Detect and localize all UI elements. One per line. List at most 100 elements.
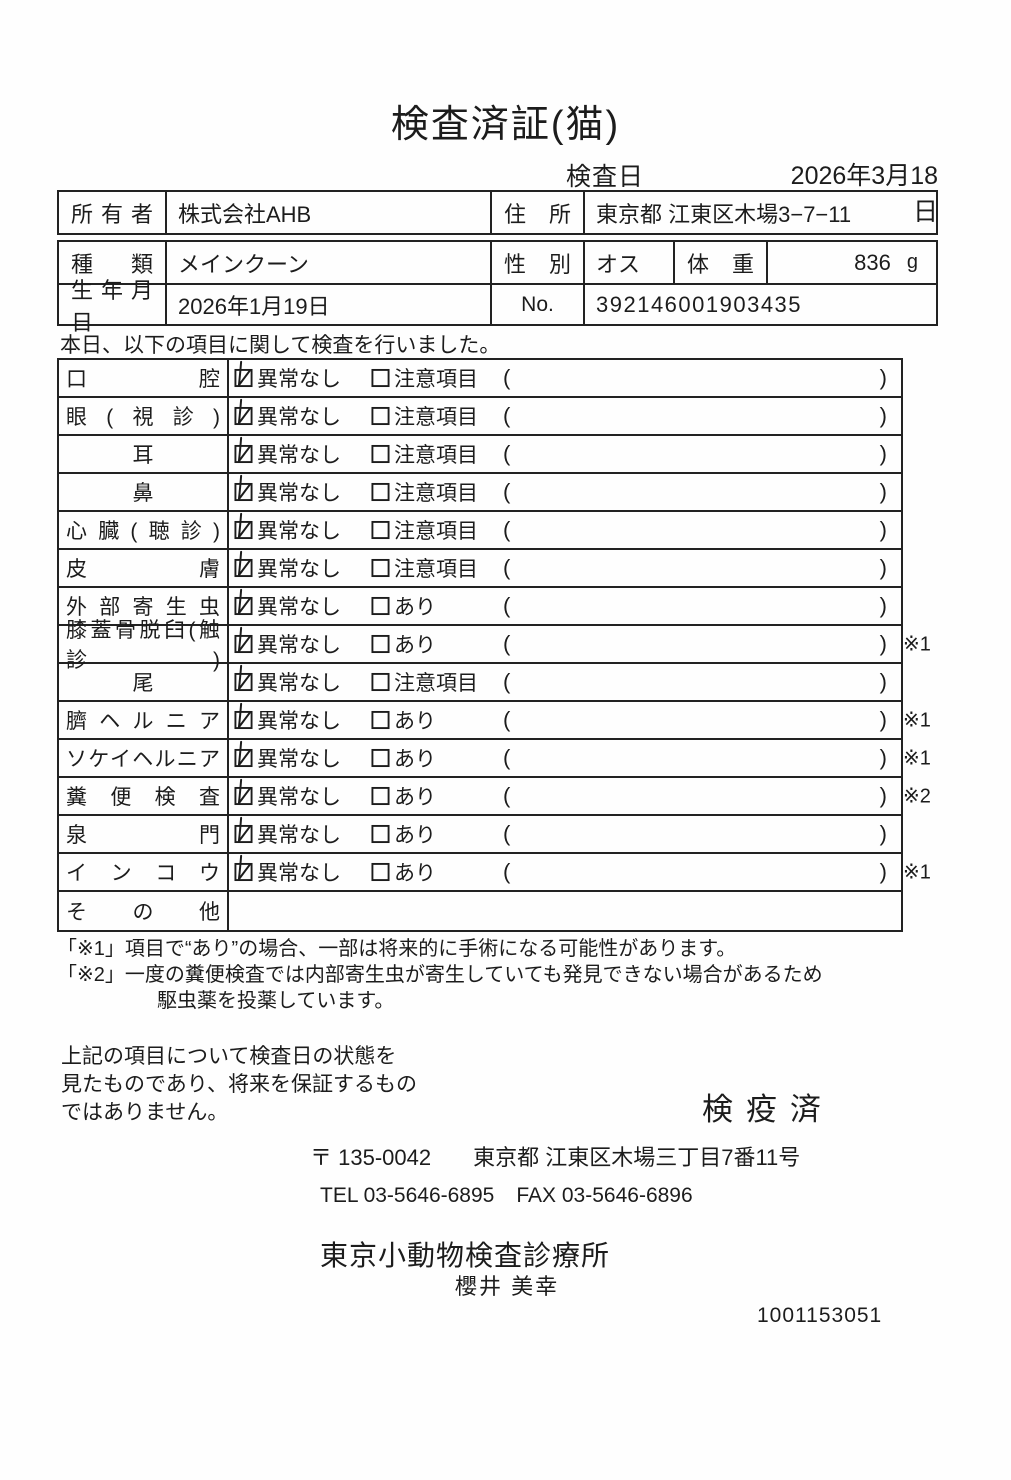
- species-value-cell: メインクーン: [167, 242, 492, 283]
- paren-close: ): [879, 783, 887, 808]
- exam-item-cell: 臍ヘルニア: [59, 702, 229, 738]
- paren-open: (: [503, 555, 511, 580]
- disclaimer: 上記の項目について検査日の状態を 見たものであり、将来を保証するもの ではありま…: [61, 1043, 417, 1127]
- unchecked-checkbox-icon: [371, 520, 390, 540]
- paren-open: (: [503, 669, 511, 694]
- tel-number: TEL 03-5646-6895: [320, 1184, 495, 1207]
- paren-close: ): [879, 555, 887, 580]
- exam-item-label: 尾: [132, 672, 154, 695]
- paren-open: (: [503, 403, 511, 428]
- exam-option-flag-label: 注意項目: [394, 558, 478, 581]
- birth-label-cell: 生年月日: [59, 278, 167, 335]
- exam-row: 泉門 異常なし あり (): [59, 816, 901, 854]
- weight-value: 836: [854, 249, 891, 275]
- exam-item-cell: 口腔: [59, 360, 229, 396]
- checked-checkbox-icon: [234, 474, 253, 502]
- exam-item-label: 糞便検査: [66, 786, 220, 809]
- paren-close: ): [879, 707, 887, 732]
- exam-item-label: 眼(視診): [66, 406, 220, 429]
- unchecked-checkbox-icon: [371, 368, 390, 388]
- exam-option-flag-label: 注意項目: [394, 368, 478, 391]
- owner-value: 株式会社AHB: [178, 201, 312, 227]
- exam-item-label: 心臓(聴診): [66, 520, 220, 543]
- no-label: No.: [521, 292, 554, 316]
- unchecked-checkbox-icon: [371, 748, 390, 768]
- paren-open: (: [503, 365, 511, 390]
- exam-option-normal-label: 異常なし: [257, 406, 341, 429]
- exam-item-cell: 尾: [59, 664, 229, 700]
- exam-row: 外部寄生虫 異常なし あり (): [59, 588, 901, 626]
- species-label: 種類: [71, 251, 153, 277]
- exam-result-cell: 異常なし あり (): [229, 854, 901, 890]
- paren-close: ): [879, 669, 887, 694]
- paren-open: (: [503, 479, 511, 504]
- birth-row: 生年月日 2026年1月19日 No. 392146001903435: [59, 278, 936, 335]
- exam-result-cell: 異常なし 注意項目 (): [229, 436, 901, 472]
- sex-value: オス: [596, 251, 641, 277]
- exam-result-cell: 異常なし あり (): [229, 816, 901, 852]
- exam-result-cell: 異常なし 注意項目 (): [229, 512, 901, 548]
- weight-unit: g: [906, 251, 918, 273]
- exam-item-cell: 耳: [59, 436, 229, 472]
- exam-result-cell: 異常なし あり (): [229, 588, 901, 624]
- exam-item-cell: 眼(視診): [59, 398, 229, 434]
- checked-checkbox-icon: [234, 398, 253, 426]
- paren-close: ): [879, 593, 887, 618]
- no-value-cell: 392146001903435: [585, 285, 936, 324]
- owner-value-cell: 株式会社AHB: [167, 192, 492, 233]
- exam-row: 膝蓋骨脱臼(触診) 異常なし あり () ※1: [59, 619, 931, 672]
- paren-close: ): [879, 517, 887, 542]
- unchecked-checkbox-icon: [371, 824, 390, 844]
- owner-row: 所有者 株式会社AHB 住所 東京都 江東区木場3−7−11: [59, 192, 936, 233]
- exam-row: 口腔 異常なし 注意項目 (): [59, 360, 901, 398]
- birth-value-cell: 2026年1月19日: [167, 285, 492, 324]
- unchecked-checkbox-icon: [371, 786, 390, 806]
- unchecked-checkbox-icon: [371, 710, 390, 730]
- exam-option-normal-label: 異常なし: [257, 786, 341, 809]
- exam-option-normal-label: 異常なし: [257, 558, 341, 581]
- exam-result-cell: 異常なし 注意項目 (): [229, 474, 901, 510]
- exam-item-label: 口腔: [66, 368, 220, 391]
- exam-item-cell: ソケイヘルニア: [59, 740, 229, 776]
- sex-value-cell: オス: [585, 242, 675, 283]
- exam-item-cell: その他: [59, 892, 229, 930]
- animal-info-table: 種類 メインクーン 性別 オス 体重 836 g 生年月日 2026年1月19日…: [57, 240, 938, 335]
- exam-option-normal-label: 異常なし: [257, 710, 341, 733]
- weight-value-cell: 836 g: [768, 242, 936, 283]
- exam-note-ref: ※1: [903, 861, 931, 884]
- weight-label: 体重: [687, 251, 754, 277]
- checked-checkbox-icon: [234, 588, 253, 616]
- footnote-2-line2: 駆虫薬を投薬しています。: [157, 990, 395, 1012]
- exam-item-label: 皮膚: [66, 558, 220, 581]
- fax-number: FAX 03-5646-6896: [516, 1184, 693, 1207]
- postal-address-line: 〒 135-0042 東京都 江東区木場三丁目7番11号: [310, 1140, 800, 1172]
- exam-item-cell: 膝蓋骨脱臼(触診): [59, 619, 229, 672]
- paren-close: ): [879, 441, 887, 466]
- checked-checkbox-icon: [234, 550, 253, 578]
- checked-checkbox-icon: [234, 816, 253, 844]
- paren-open: (: [503, 859, 511, 884]
- veterinarian-name: 櫻井 美幸: [455, 1274, 560, 1299]
- birth-value: 2026年1月19日: [178, 293, 330, 319]
- exam-result-cell: 異常なし 注意項目 (): [229, 550, 901, 586]
- exam-row: 尾 異常なし 注意項目 (): [59, 664, 901, 702]
- exam-date-value: 2026年3月18日: [790, 162, 938, 226]
- sex-label-cell: 性別: [492, 242, 585, 283]
- exam-option-normal-label: 異常なし: [257, 368, 341, 391]
- unchecked-checkbox-icon: [371, 672, 390, 692]
- exam-option-normal-label: 異常なし: [257, 596, 341, 619]
- exam-option-flag-label: 注意項目: [394, 406, 478, 429]
- checked-checkbox-icon: [234, 778, 253, 806]
- paren-open: (: [503, 783, 511, 808]
- exam-table: 口腔 異常なし 注意項目() 眼(視診) 異常なし 注意項目() 耳異常なし 注意項目() 鼻異…: [57, 358, 931, 932]
- exam-item-label: 泉門: [66, 824, 220, 847]
- no-value: 392146001903435: [596, 291, 803, 317]
- exam-row: 眼(視診) 異常なし 注意項目 (): [59, 398, 901, 436]
- paren-open: (: [503, 441, 511, 466]
- exam-option-normal-label: 異常なし: [257, 520, 341, 543]
- paren-open: (: [503, 593, 511, 618]
- paren-close: ): [879, 859, 887, 884]
- exam-item-label: 鼻: [132, 482, 154, 505]
- exam-item-label: 膝蓋骨脱臼(触診): [66, 619, 220, 672]
- unchecked-checkbox-icon: [371, 634, 390, 654]
